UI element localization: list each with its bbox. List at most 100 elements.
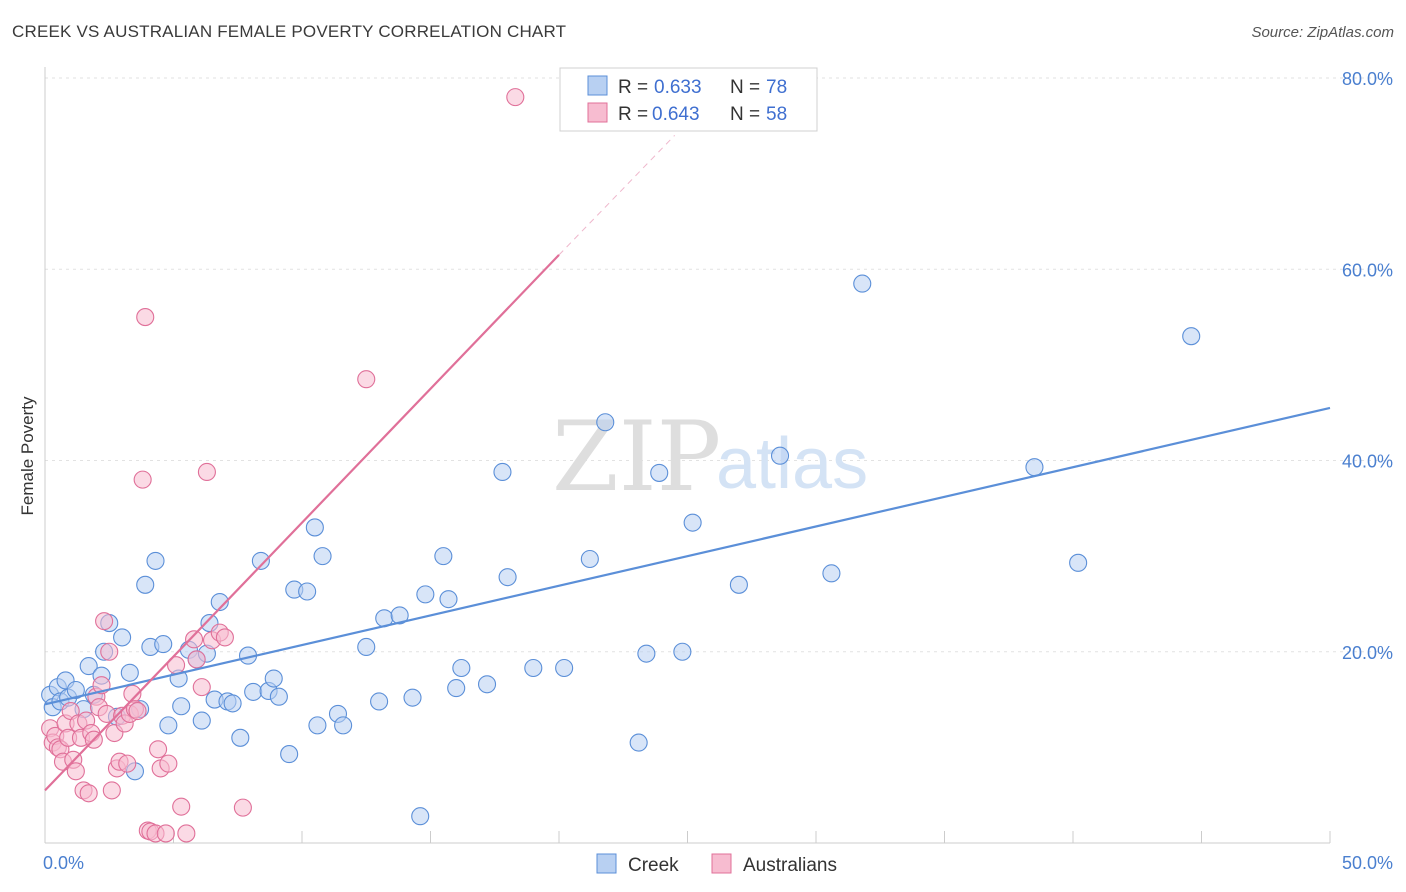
data-point [187, 650, 206, 669]
data-point [192, 711, 211, 730]
data-point [159, 716, 178, 735]
data-point [95, 612, 114, 631]
series-australians [41, 88, 525, 843]
legend-r-value-australians: 0.643 [652, 104, 700, 125]
data-point [298, 582, 317, 601]
trend-line-creek [44, 406, 1331, 706]
data-point [136, 575, 155, 594]
legend-n-value-creek: 78 [766, 77, 787, 98]
data-point [477, 675, 497, 694]
data-point [233, 798, 252, 817]
watermark: ZIP atlas [552, 401, 868, 513]
trend-lines [44, 135, 1331, 792]
data-point [192, 678, 211, 697]
data-point [370, 692, 389, 711]
data-point [637, 644, 656, 663]
y-tick-label: 20.0% [1342, 643, 1393, 663]
data-point [822, 564, 841, 583]
trend-extension-australians [558, 135, 676, 256]
data-point [555, 658, 574, 678]
data-point [357, 637, 376, 657]
data-point [172, 797, 191, 816]
legend-n-label-australians: N = [730, 104, 760, 125]
data-point [524, 658, 543, 678]
data-point [102, 781, 121, 800]
data-point [154, 635, 173, 654]
bottom-legend-swatch-creek [596, 853, 617, 874]
y-tick-label: 60.0% [1342, 260, 1393, 280]
data-point [280, 745, 299, 764]
data-point [197, 462, 216, 482]
data-point [650, 463, 669, 482]
data-point [439, 590, 458, 609]
data-point [390, 606, 409, 625]
data-point [128, 701, 147, 721]
data-point [251, 551, 270, 570]
data-point [215, 628, 234, 647]
data-point [434, 547, 453, 566]
bottom-legend: Creek Australians [596, 853, 837, 876]
data-point [493, 462, 512, 482]
data-point [66, 762, 85, 781]
data-point [403, 688, 422, 707]
legend-swatch-creek [587, 75, 608, 96]
trend-line-australians [44, 254, 560, 792]
data-point [305, 518, 324, 537]
data-point [334, 716, 353, 735]
tick-labels: 20.0% 40.0% 60.0% 80.0% 0.0% 50.0% [43, 69, 1393, 873]
y-axis-label: Female Poverty [18, 396, 37, 516]
data-point [683, 513, 702, 532]
data-point [79, 784, 98, 803]
data-point [580, 549, 599, 569]
data-point [452, 658, 471, 678]
data-point [146, 551, 165, 570]
data-point [118, 754, 137, 773]
legend-swatch-australians [587, 102, 608, 123]
data-point [729, 575, 748, 594]
x-tick-label: 50.0% [1342, 853, 1393, 873]
data-point [120, 663, 139, 682]
data-point [66, 680, 85, 700]
data-point [79, 657, 98, 676]
data-point [264, 669, 283, 688]
data-point [177, 824, 196, 843]
data-point [416, 585, 435, 604]
data-point [100, 642, 119, 661]
legend-n-label-creek: N = [730, 77, 760, 98]
data-point [770, 446, 790, 465]
legend: R = 0.633 N = 78 R = 0.643 N = 58 [559, 67, 818, 132]
data-point [313, 547, 332, 566]
data-point [223, 694, 242, 713]
bottom-legend-label-creek: Creek [628, 855, 679, 876]
data-point [498, 568, 517, 587]
watermark-zip: ZIP [552, 401, 721, 513]
data-point [210, 592, 229, 612]
watermark-atlas: atlas [716, 424, 868, 504]
data-point [244, 682, 263, 701]
data-point [269, 687, 288, 706]
axes [44, 67, 1331, 844]
x-tick-label: 0.0% [43, 853, 84, 873]
data-point [1182, 327, 1201, 346]
data-point [629, 733, 648, 752]
bottom-legend-label-australians: Australians [743, 855, 837, 876]
chart-title: CREEK VS AUSTRALIAN FEMALE POVERTY CORRE… [12, 22, 567, 41]
data-point [133, 470, 152, 489]
data-point [185, 630, 204, 649]
legend-r-label-australians: R = [618, 104, 648, 125]
data-point [596, 413, 615, 432]
data-point [1025, 458, 1044, 477]
legend-r-label-creek: R = [618, 77, 648, 98]
legend-r-value-creek: 0.633 [654, 77, 702, 98]
data-point [231, 728, 250, 747]
data-point [506, 88, 525, 107]
data-point [149, 740, 168, 759]
legend-n-value-australians: 58 [766, 104, 787, 125]
bottom-legend-swatch-australians [711, 853, 732, 874]
data-point [447, 679, 466, 698]
data-point [357, 370, 376, 389]
data-point [411, 807, 430, 826]
data-point [159, 754, 178, 773]
source-label: Source: ZipAtlas.com [1251, 24, 1394, 41]
data-point [1069, 553, 1088, 572]
